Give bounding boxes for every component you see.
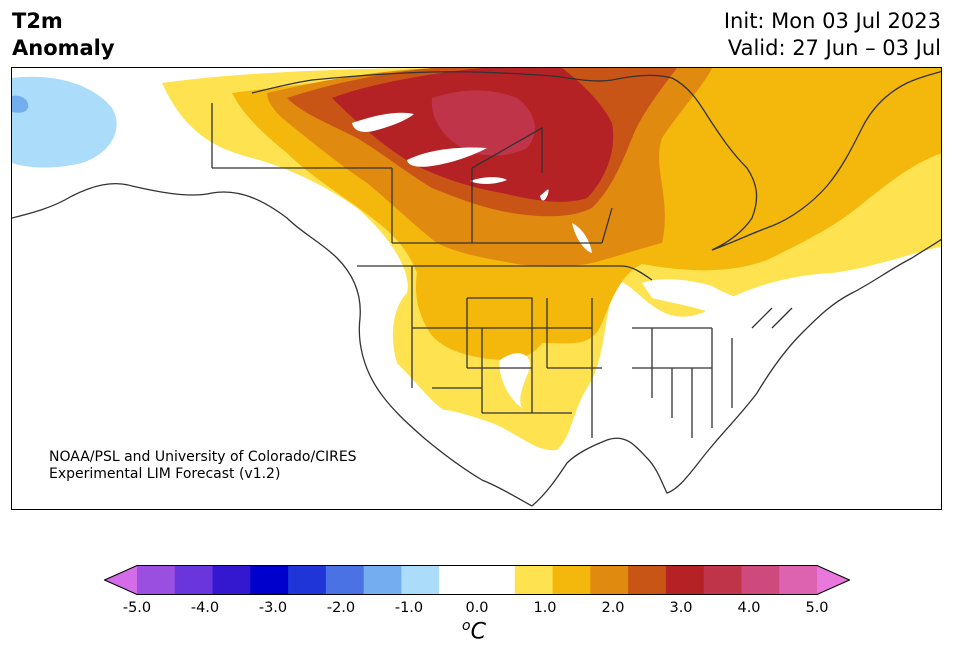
colorbar-tick-label: 1.0 <box>533 600 557 616</box>
colorbar-segment <box>325 565 365 595</box>
colorbar-tick-label: 3.0 <box>669 600 693 616</box>
colorbar-tick-label: -2.0 <box>326 600 356 616</box>
map-title: T2m Anomaly <box>12 8 115 62</box>
colorbar-segment <box>552 565 591 595</box>
valid-range: Valid: 27 Jun – 03 Jul <box>727 36 941 60</box>
colorbar-segment <box>174 565 214 595</box>
map-canvas <box>12 68 941 507</box>
colorbar-segment <box>665 565 705 595</box>
credit-line2: Experimental LIM Forecast (v1.2) <box>49 466 281 482</box>
colorbar-extend-high <box>817 565 850 595</box>
colorbar-segment <box>741 565 780 595</box>
colorbar-segment <box>137 565 176 595</box>
title-variable: T2m <box>12 9 63 33</box>
great-bear-lake <box>352 112 414 132</box>
title-field: Anomaly <box>12 36 115 60</box>
colorbar-tick-label: 5.0 <box>805 600 829 616</box>
colorbar-tick-label: -4.0 <box>190 600 220 616</box>
colorbar-outline <box>103 565 851 595</box>
alaska-cooler-core <box>12 95 29 113</box>
lake-winnipegosis <box>540 189 549 201</box>
colorbar-tick-label: -1.0 <box>394 600 424 616</box>
colorbar-segment <box>212 565 251 595</box>
colorbar-segment <box>590 565 629 595</box>
great-lakes <box>642 279 772 318</box>
anomaly-map <box>11 67 942 510</box>
init-date: Init: Mon 03 Jul 2023 <box>723 9 941 33</box>
lake-winnipeg <box>572 223 592 253</box>
colorbar-tick-label: -5.0 <box>122 600 152 616</box>
colorbar-extend-low <box>104 565 137 595</box>
colorbar-segment <box>439 565 478 595</box>
colorbar <box>103 565 851 599</box>
colorbar-segment <box>514 565 554 595</box>
colorbar-segment <box>477 565 516 595</box>
great-slave-lake <box>407 147 487 167</box>
colorbar-graphic <box>103 565 851 595</box>
colorbar-segment <box>703 565 742 595</box>
colorbar-segment <box>628 565 667 595</box>
colorbar-segment <box>779 565 818 595</box>
alaska-cool-region <box>12 76 117 168</box>
coastlines <box>12 70 941 507</box>
colorbar-tick-label: 4.0 <box>737 600 761 616</box>
colorbar-tick-label: 2.0 <box>601 600 625 616</box>
colorbar-segment <box>363 565 402 595</box>
colorbar-tick-label: 0.0 <box>465 600 489 616</box>
credit-text: NOAA/PSL and University of Colorado/CIRE… <box>49 449 357 483</box>
credit-line1: NOAA/PSL and University of Colorado/CIRE… <box>49 449 357 465</box>
lake-athabasca <box>470 177 507 184</box>
colorbar-tick-label: -3.0 <box>258 600 288 616</box>
southwest-cool-pocket <box>499 353 531 408</box>
colorbar-segment <box>250 565 289 595</box>
warm-region-crimson <box>431 90 535 156</box>
colorbar-segment <box>288 565 327 595</box>
unit-degree: o <box>462 618 471 634</box>
colorbar-segment <box>401 565 440 595</box>
colorbar-unit: oC <box>462 618 486 644</box>
forecast-dates: Init: Mon 03 Jul 2023 Valid: 27 Jun – 03… <box>724 8 941 62</box>
unit-celsius: C <box>470 619 486 645</box>
